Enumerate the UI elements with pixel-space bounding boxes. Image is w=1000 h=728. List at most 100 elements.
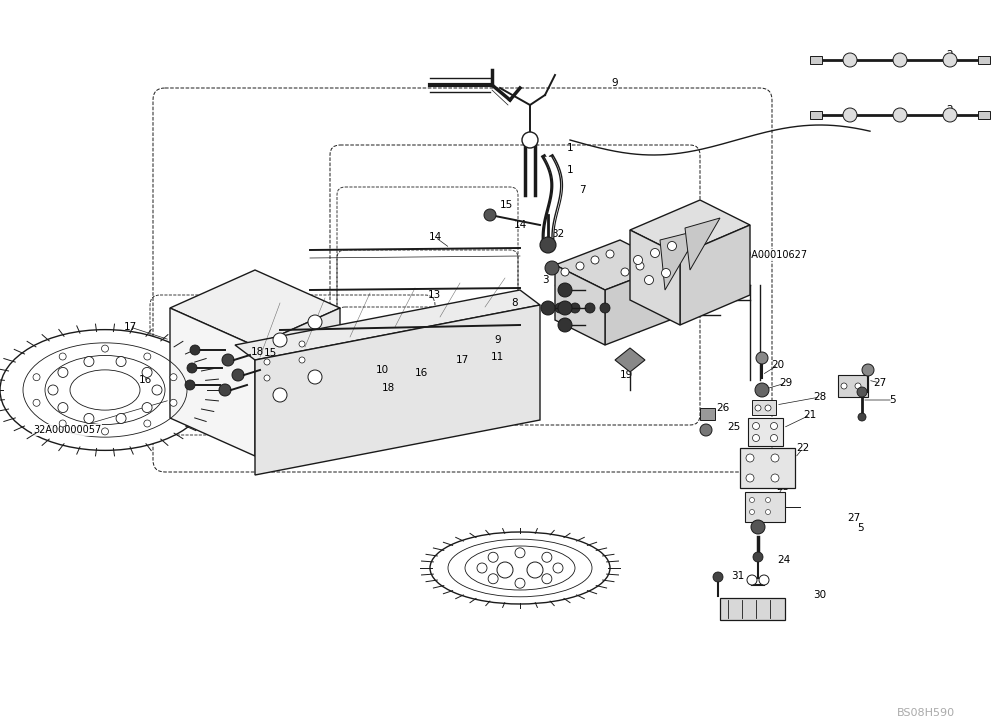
Text: 32: 32 — [551, 229, 565, 239]
Circle shape — [634, 256, 642, 264]
Circle shape — [858, 413, 866, 421]
Circle shape — [84, 414, 94, 424]
Circle shape — [142, 368, 152, 377]
Circle shape — [843, 108, 857, 122]
Circle shape — [750, 497, 755, 502]
Circle shape — [766, 497, 770, 502]
Circle shape — [59, 353, 66, 360]
Circle shape — [751, 520, 765, 534]
Circle shape — [219, 384, 231, 396]
Circle shape — [668, 242, 676, 250]
Circle shape — [753, 552, 763, 562]
Text: 3: 3 — [542, 275, 548, 285]
Text: 39A00010627: 39A00010627 — [739, 250, 807, 260]
Text: 20: 20 — [771, 360, 785, 370]
Circle shape — [771, 454, 779, 462]
Circle shape — [746, 474, 754, 482]
Circle shape — [170, 399, 177, 406]
Circle shape — [700, 424, 712, 436]
Circle shape — [755, 383, 769, 397]
Circle shape — [308, 370, 322, 384]
Circle shape — [771, 474, 779, 482]
Circle shape — [756, 352, 768, 364]
Ellipse shape — [0, 330, 210, 451]
Circle shape — [522, 132, 538, 148]
Text: 1: 1 — [567, 165, 573, 175]
Circle shape — [843, 53, 857, 67]
Polygon shape — [630, 200, 750, 255]
Circle shape — [222, 354, 234, 366]
Text: 9: 9 — [495, 335, 501, 345]
Circle shape — [759, 575, 769, 585]
Circle shape — [558, 318, 572, 332]
Circle shape — [558, 301, 572, 315]
Text: 19: 19 — [619, 370, 633, 380]
Bar — [810, 56, 822, 64]
Text: 24: 24 — [777, 555, 791, 565]
Circle shape — [857, 387, 867, 397]
Text: 17: 17 — [123, 322, 137, 332]
Polygon shape — [660, 230, 700, 290]
Circle shape — [636, 262, 644, 270]
Text: 4: 4 — [859, 375, 865, 385]
Text: 1: 1 — [567, 143, 573, 153]
Circle shape — [570, 303, 580, 313]
Circle shape — [232, 369, 244, 381]
Polygon shape — [255, 305, 540, 475]
Circle shape — [116, 357, 126, 367]
Text: 27: 27 — [873, 378, 887, 388]
Polygon shape — [255, 308, 340, 456]
Text: 22: 22 — [796, 443, 810, 453]
Circle shape — [893, 108, 907, 122]
Text: 17: 17 — [455, 355, 469, 365]
Polygon shape — [235, 290, 540, 360]
Circle shape — [766, 510, 770, 515]
Polygon shape — [615, 348, 645, 372]
Circle shape — [542, 553, 552, 562]
Text: 2: 2 — [947, 105, 953, 115]
Text: 28: 28 — [813, 392, 827, 402]
Circle shape — [561, 268, 569, 276]
Circle shape — [545, 261, 559, 275]
Text: 18: 18 — [381, 383, 395, 393]
Circle shape — [862, 364, 874, 376]
Circle shape — [841, 383, 847, 389]
Circle shape — [558, 283, 572, 297]
Text: 5: 5 — [857, 523, 863, 533]
Bar — [700, 408, 715, 420]
Circle shape — [142, 403, 152, 413]
Text: 11: 11 — [641, 300, 655, 310]
Circle shape — [750, 510, 755, 515]
Text: 32A00000057: 32A00000057 — [33, 425, 101, 435]
Circle shape — [170, 373, 177, 381]
Text: 21: 21 — [803, 410, 817, 420]
Circle shape — [33, 373, 40, 381]
Polygon shape — [680, 225, 750, 325]
Circle shape — [102, 345, 108, 352]
Circle shape — [644, 275, 654, 285]
Circle shape — [621, 268, 629, 276]
Circle shape — [542, 574, 552, 584]
Bar — [720, 598, 785, 620]
Circle shape — [102, 428, 108, 435]
Circle shape — [152, 385, 162, 395]
Circle shape — [273, 333, 287, 347]
Text: 10: 10 — [628, 325, 642, 335]
Text: 12: 12 — [681, 273, 695, 283]
Circle shape — [264, 359, 270, 365]
Bar — [810, 111, 822, 119]
Text: 6: 6 — [607, 270, 613, 280]
Circle shape — [713, 572, 723, 582]
Text: 26: 26 — [716, 403, 730, 413]
Circle shape — [606, 250, 614, 258]
Polygon shape — [685, 218, 720, 270]
Text: 9: 9 — [612, 78, 618, 88]
Circle shape — [662, 269, 670, 277]
Text: 6: 6 — [607, 315, 613, 325]
Text: 27: 27 — [847, 513, 861, 523]
Circle shape — [600, 303, 610, 313]
Text: 30: 30 — [813, 590, 827, 600]
Bar — [978, 56, 990, 64]
Text: 23: 23 — [776, 482, 790, 492]
Circle shape — [753, 422, 760, 430]
